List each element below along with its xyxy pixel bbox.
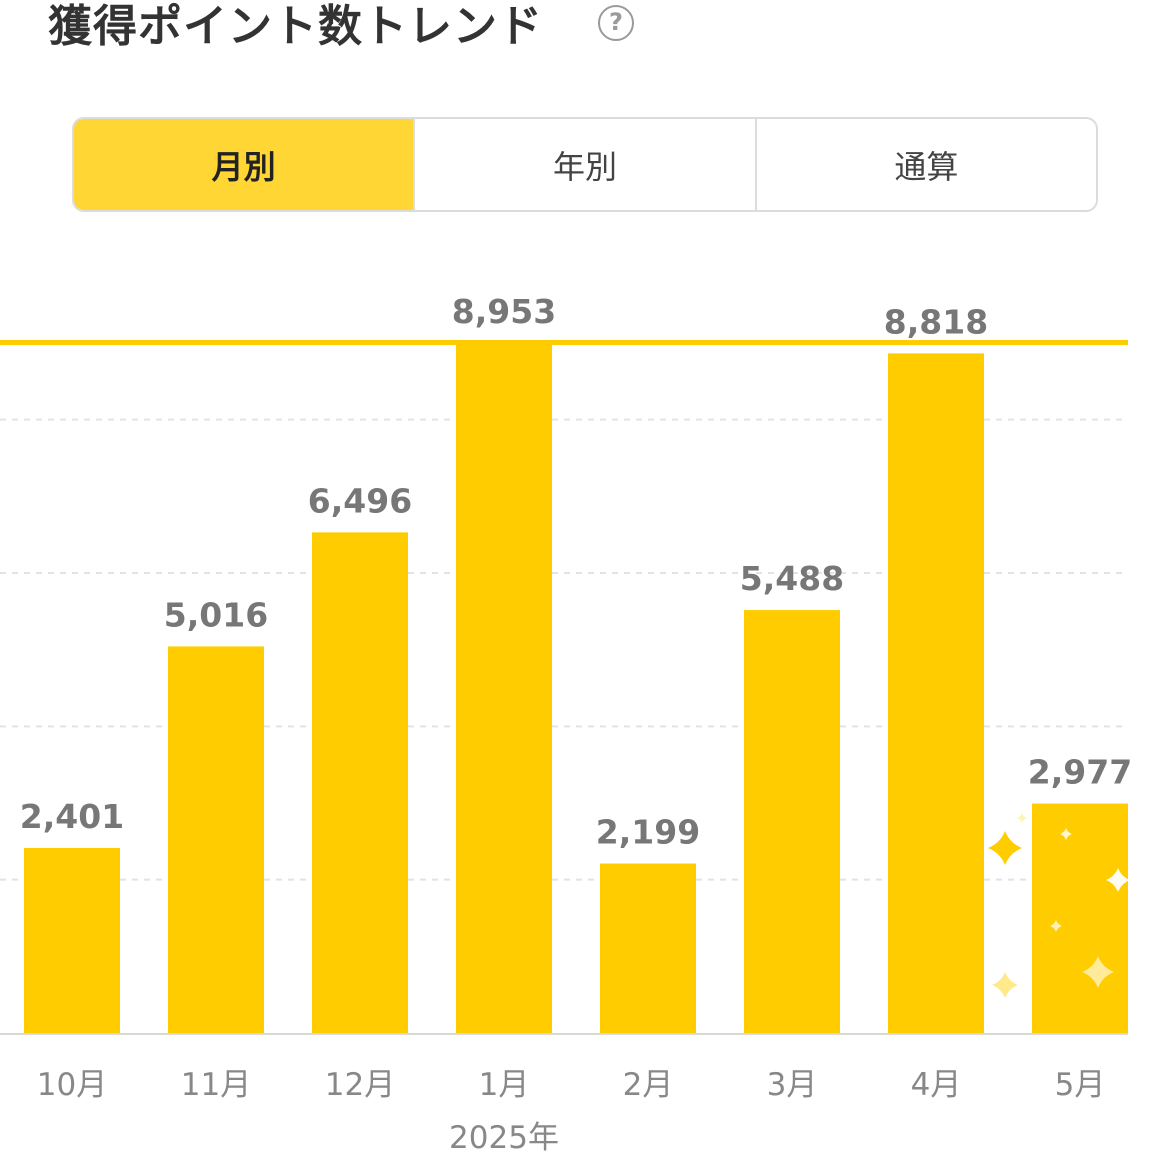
value-label: 5,016 <box>164 595 268 634</box>
sparkle-icon <box>1082 956 1114 988</box>
category-label: 1月 <box>479 1067 530 1103</box>
bar-3月 <box>744 610 840 1033</box>
max-value-line <box>0 340 1128 345</box>
period-segmented-control: 月別 年別 通算 <box>72 117 1098 212</box>
category-label: 2月 <box>623 1067 674 1103</box>
bar-2月 <box>600 863 696 1033</box>
value-label: 8,953 <box>452 292 556 331</box>
bar-10月 <box>24 847 120 1033</box>
help-icon[interactable]: ? <box>598 5 634 41</box>
value-label: 5,488 <box>740 559 844 598</box>
sparkle-icon <box>1017 813 1027 823</box>
category-label: 10月 <box>37 1067 107 1103</box>
tab-yearly[interactable]: 年別 <box>413 119 754 210</box>
bar-12月 <box>312 532 408 1033</box>
bar-1月 <box>456 343 552 1033</box>
bar-4月 <box>888 353 984 1034</box>
bar-11月 <box>168 646 264 1033</box>
value-label: 2,977 <box>1028 753 1132 792</box>
bar-5月 <box>1032 803 1128 1033</box>
sparkle-icon <box>1050 920 1062 932</box>
category-label: 5月 <box>1055 1067 1106 1103</box>
value-label: 8,818 <box>884 302 988 341</box>
year-label: 2025年 <box>449 1120 559 1156</box>
tab-monthly[interactable]: 月別 <box>74 119 414 210</box>
page-title: 獲得ポイント数トレンド <box>48 1 543 52</box>
category-label: 11月 <box>181 1067 251 1103</box>
sparkle-icon <box>1106 868 1130 892</box>
tab-total[interactable]: 通算 <box>754 119 1096 210</box>
category-label: 12月 <box>325 1067 395 1103</box>
sparkle-icon <box>992 972 1018 998</box>
category-label: 3月 <box>767 1067 818 1103</box>
category-label: 4月 <box>911 1067 962 1103</box>
sparkle-icon <box>1060 828 1072 840</box>
value-label: 2,401 <box>20 797 124 836</box>
sparkle-icon <box>988 831 1022 865</box>
value-label: 2,199 <box>596 813 700 852</box>
value-label: 6,496 <box>308 481 412 520</box>
